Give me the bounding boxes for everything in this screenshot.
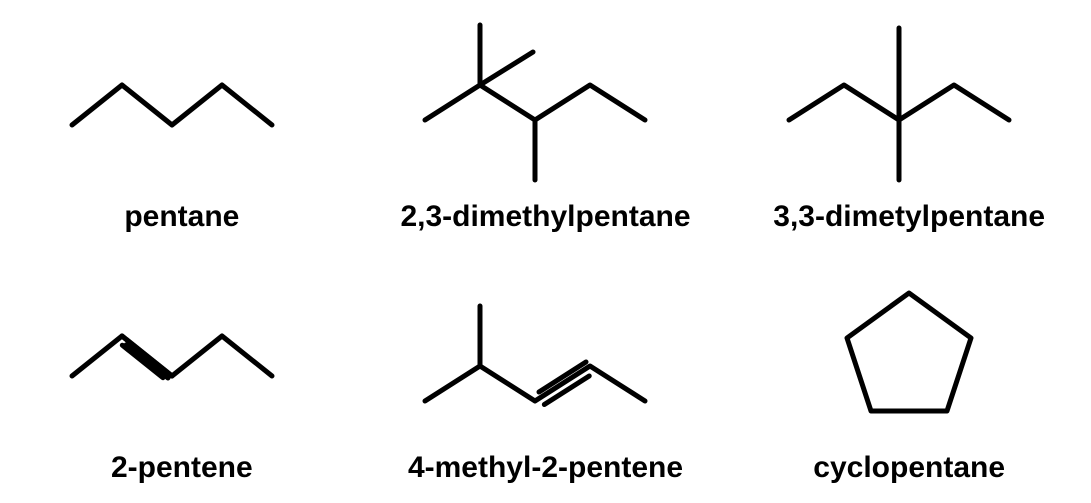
svg-pentane	[52, 40, 312, 160]
molecule-grid: pentane 2,3-dimethylpentane 3,3-dimetylp…	[0, 0, 1091, 503]
svg-2-pentene	[52, 291, 312, 411]
cell-4-methyl-2-pentene: 4-methyl-2-pentene	[364, 252, 728, 503]
label-pentane: pentane	[124, 200, 239, 234]
cell-2-pentene: 2-pentene	[0, 252, 364, 503]
diagram-4-methyl-2-pentene	[364, 252, 728, 452]
diagram-cyclopentane	[727, 252, 1091, 452]
cell-33-dimethylpentane: 3,3-dimetylpentane	[727, 0, 1091, 252]
svg-4-methyl-2-pentene	[395, 266, 695, 436]
label-33-dimethylpentane: 3,3-dimetylpentane	[773, 200, 1045, 234]
cell-pentane: pentane	[0, 0, 364, 252]
diagram-2-pentene	[0, 252, 364, 452]
label-2-pentene: 2-pentene	[111, 451, 253, 485]
diagram-23-dimethylpentane	[364, 0, 728, 200]
diagram-pentane	[0, 0, 364, 200]
label-23-dimethylpentane: 2,3-dimethylpentane	[400, 200, 690, 234]
svg-23-dimethylpentane	[395, 10, 695, 190]
svg-33-dimethylpentane	[759, 10, 1059, 190]
label-4-methyl-2-pentene: 4-methyl-2-pentene	[408, 451, 683, 485]
svg-cyclopentane	[809, 271, 1009, 431]
cell-23-dimethylpentane: 2,3-dimethylpentane	[364, 0, 728, 252]
cell-cyclopentane: cyclopentane	[727, 252, 1091, 503]
diagram-33-dimethylpentane	[727, 0, 1091, 200]
label-cyclopentane: cyclopentane	[813, 451, 1005, 485]
